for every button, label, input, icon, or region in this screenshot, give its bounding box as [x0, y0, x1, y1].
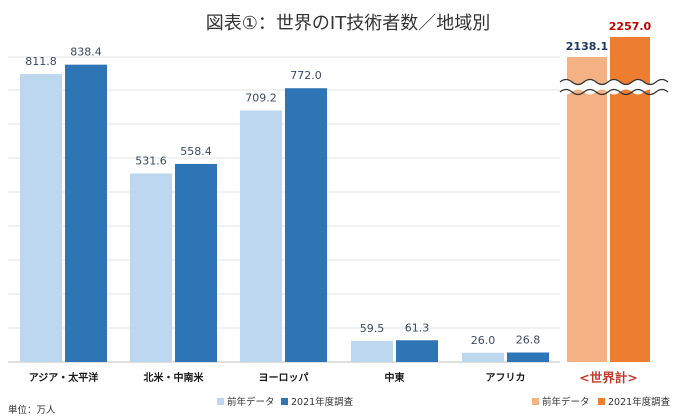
value-labels-group: 811.8 838.4 531.6 558.4 709.2 772.0 59.5 61.3 26… [25, 20, 651, 347]
bar-current-3 [396, 340, 438, 362]
total-value-label: 2257.0 [609, 20, 652, 33]
value-label: 531.6 [135, 154, 167, 167]
value-label: 772.0 [290, 69, 322, 82]
bar-previous-2 [240, 110, 282, 363]
total-category-label: <世界計> [579, 370, 637, 385]
bar-current-2 [285, 88, 327, 363]
bar-previous-3 [351, 340, 393, 362]
value-label: 558.4 [180, 145, 212, 158]
axis-break-band [560, 79, 680, 95]
value-label: 59.5 [360, 322, 385, 335]
chart-title: 図表①：世界のIT技術者数／地域別 [206, 13, 490, 34]
bar-total-previous [567, 57, 607, 362]
axis-break-line [559, 78, 669, 86]
category-label: アジア・太平洋 [29, 371, 99, 384]
bar-previous-4 [462, 352, 504, 362]
category-label: 中東 [385, 371, 405, 384]
value-label: 26.8 [516, 333, 541, 346]
value-label: 26.0 [471, 334, 496, 347]
total-value-label: 2138.1 [566, 40, 608, 53]
value-label: 61.3 [405, 321, 430, 334]
bar-current-0 [65, 64, 107, 362]
value-label: 811.8 [25, 55, 57, 68]
category-label: ヨーロッパ [259, 372, 309, 384]
legend-total-current-label: 2021年度調査 [608, 396, 671, 408]
category-label: 北米・中南米 [144, 371, 205, 384]
legend-total-current-swatch [598, 398, 605, 405]
category-labels-group: アジア・太平洋 北米・中南米 ヨーロッパ 中東 アフリカ <世界計> [29, 370, 638, 385]
bars-group [20, 37, 680, 363]
legend-current-swatch [281, 398, 288, 405]
legend-previous-swatch [217, 398, 224, 405]
legend-total-previous-label: 前年データ [542, 396, 590, 408]
legend-current-label: 2021年度調査 [291, 396, 354, 408]
value-label: 838.4 [70, 46, 102, 59]
legends-group: 前年データ 2021年度調査 前年データ 2021年度調査 [217, 396, 671, 408]
bar-current-4 [507, 352, 549, 362]
legend-previous-label: 前年データ [227, 396, 275, 408]
axis-break-line [559, 88, 669, 96]
unit-note: 単位：万人 [8, 404, 56, 416]
bar-current-1 [175, 163, 217, 362]
legend-total-previous-swatch [532, 398, 539, 405]
bar-previous-1 [130, 173, 172, 362]
value-label: 709.2 [245, 91, 277, 104]
category-label: アフリカ [486, 372, 526, 384]
bar-previous-0 [20, 74, 62, 363]
